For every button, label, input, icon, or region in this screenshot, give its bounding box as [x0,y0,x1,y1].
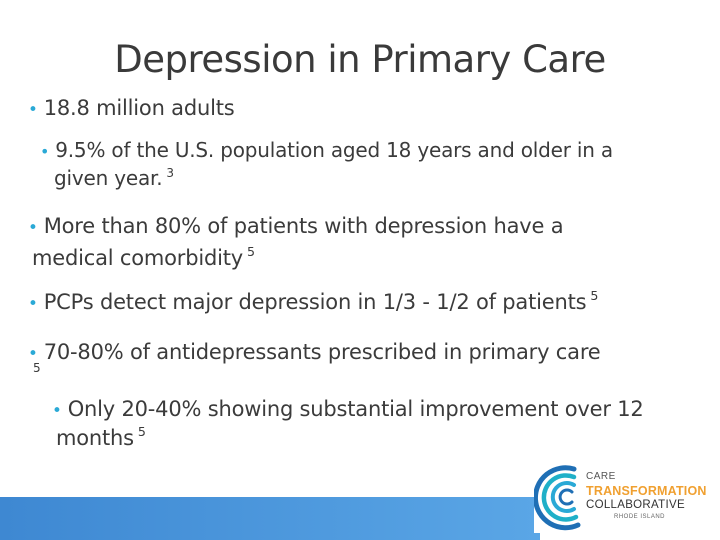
swirl-logo-icon [534,465,581,531]
bullet-icon: • [28,217,38,237]
bullet-continuation: medical comorbidity 5 [32,244,255,270]
bullet-icon: • [28,343,38,363]
sub-bullet-line: • 9.5% of the U.S. population aged 18 yea… [40,138,613,162]
footer-bar [0,497,540,540]
slide-title: Depression in Primary Care [114,38,606,81]
logo-text-care: CARE [586,471,616,482]
bullet-icon: • [28,293,38,313]
footnote-ref: 5 [33,361,41,375]
bullet-line: • More than 80% of patients with depressi… [28,214,564,238]
bullet-text: months [56,426,134,450]
bullet-text: 70-80% of antidepressants prescribed in … [43,340,601,364]
bullet-text: 9.5% of the U.S. population aged 18 year… [55,138,613,162]
bullet-icon: • [52,400,62,420]
bullet-continuation: given year. 3 [54,166,174,190]
bullet-text: More than 80% of patients with depressio… [43,214,564,238]
logo-text-collaborative: COLLABORATIVE [586,499,685,511]
bullet-line: • 18.8 million adults [28,96,235,120]
bullet-text: Only 20-40% showing substantial improvem… [67,397,644,421]
footnote-ref: 5 [590,288,599,304]
bullet-line: • 70-80% of antidepressants prescribed in… [28,340,601,364]
bullet-text: PCPs detect major depression in 1/3 - 1/… [43,290,587,314]
bullet-icon: • [28,99,38,119]
footnote-ref: 5 [137,424,146,440]
bullet-line: • PCPs detect major depression in 1/3 - 1… [28,288,599,314]
organization-logo: CARE TRANSFORMATION COLLABORATIVE RHODE … [534,461,716,533]
footnote-ref: 3 [166,165,174,180]
sub-bullet-line: • Only 20-40% showing substantial improve… [52,397,644,421]
bullet-icon: • [40,142,50,161]
bullet-text: medical comorbidity [32,246,243,270]
footnote-ref: 5 [247,244,255,260]
bullet-continuation: months 5 [56,424,146,450]
bullet-text: given year. [54,166,163,190]
bullet-text: 18.8 million adults [43,96,235,120]
logo-text-transformation: TRANSFORMATION [586,484,707,498]
logo-text-rhode-island: RHODE ISLAND [614,514,666,520]
